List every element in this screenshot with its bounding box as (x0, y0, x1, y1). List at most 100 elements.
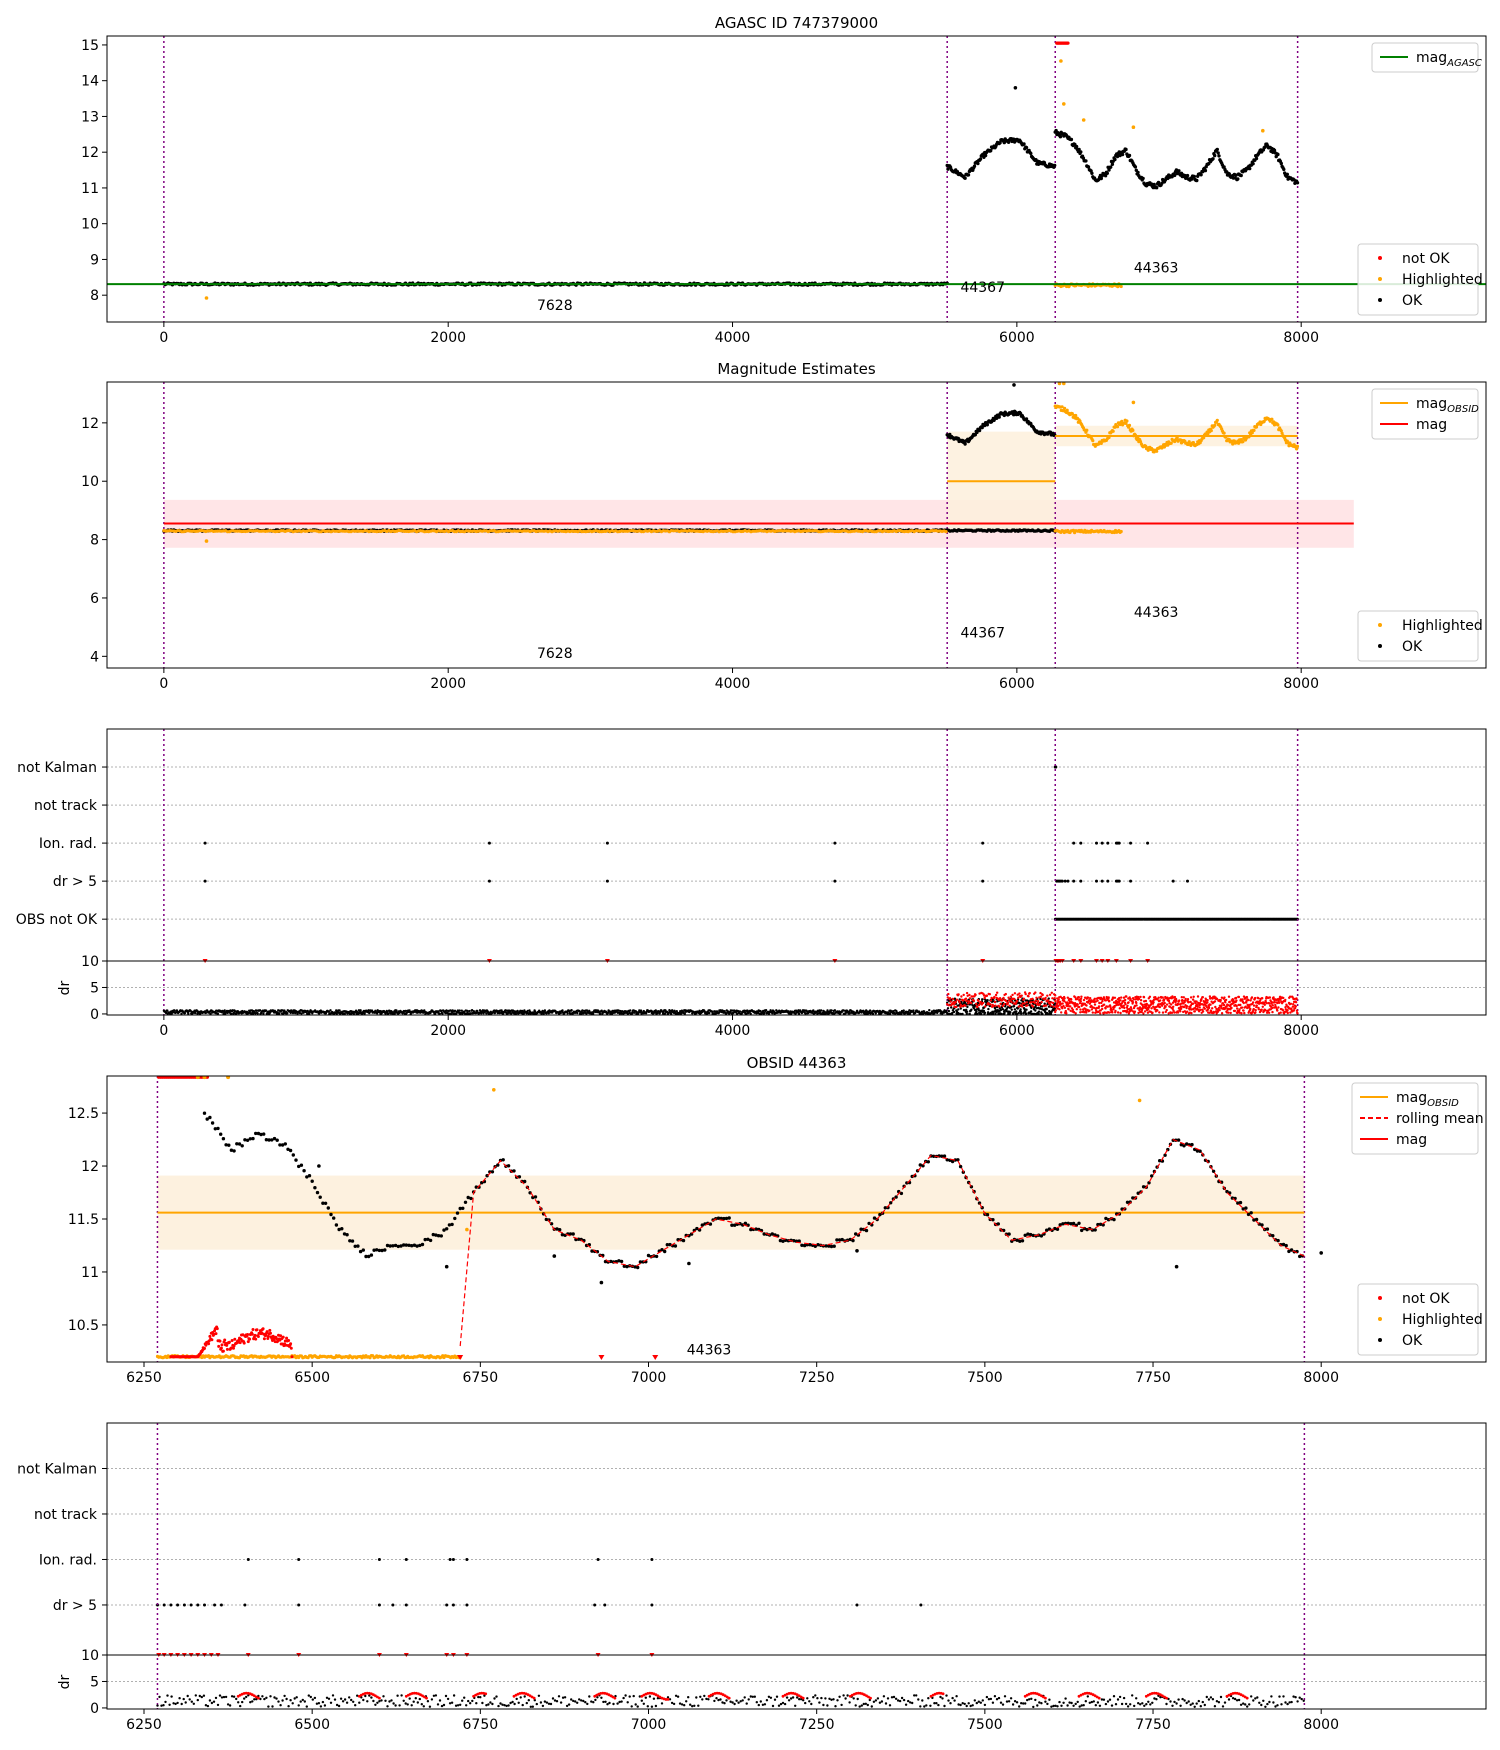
flags_all-dr-point (180, 1012, 183, 1015)
flags_all-dr-point (1024, 992, 1027, 996)
mag_estimates-highlighted-point (1280, 431, 1284, 435)
flags_all-dr-point (986, 999, 989, 1002)
flags_all-flag-point (1079, 841, 1083, 845)
flags_all-dr-point (1007, 996, 1010, 999)
flags_all-dr-point (970, 1008, 973, 1011)
flags_all-dr-point (980, 1012, 983, 1015)
flags_all-dr-point (1025, 1001, 1029, 1004)
flags_all-dr-point (1005, 999, 1008, 1003)
flags_all-dr-point (404, 1009, 407, 1013)
agasc-ok-point (1239, 173, 1243, 178)
flags_all-dr-point (738, 1010, 742, 1013)
flags_all-dr-point (262, 1012, 265, 1015)
flags_all-dr-point (1037, 1010, 1041, 1013)
flags_all-dr-point (656, 1012, 659, 1015)
flags_all-dr-point (1019, 1012, 1023, 1015)
agasc-x-tick-label: 4000 (715, 330, 751, 346)
flags_all-dr-point (1021, 1005, 1024, 1008)
agasc-ok-point (1103, 174, 1108, 178)
agasc-y-tick-label: 14 (81, 74, 99, 90)
agasc-ok-point (1084, 159, 1088, 163)
flags_all-dr-point (984, 1005, 987, 1008)
agasc-ok-point (1155, 186, 1159, 190)
flags_all-dr-point (967, 1002, 970, 1005)
flags_all-flag-point (605, 879, 609, 883)
agasc-ok-point (1013, 86, 1018, 90)
flags_all-dr-point (294, 1011, 297, 1015)
flags_all-dr-point (1033, 1001, 1037, 1005)
agasc-ok-point (1211, 157, 1215, 161)
flags_all-dr-point (874, 1012, 877, 1015)
agasc-ok-point (1199, 173, 1203, 177)
agasc-highlighted-point (204, 296, 209, 300)
flags_all-dr-point (380, 1012, 383, 1015)
agasc-ok-point (1124, 147, 1128, 152)
flags_all-dr-point (1037, 1000, 1040, 1003)
flags_all-flag-point (1129, 841, 1133, 845)
flags_all-dr-point (566, 1012, 569, 1015)
flags_all-dr-point (1039, 995, 1043, 998)
flags_all-dr-point (1017, 996, 1020, 999)
flags_all-dr-point (265, 1009, 268, 1012)
flags_all-dr-point (542, 1012, 545, 1015)
flags_all-dr-point (1063, 1000, 1066, 1003)
flags_all-dr-point (985, 994, 989, 997)
flags_all-dr-point (1058, 1008, 1061, 1011)
flags_all-dr-point (1024, 1012, 1028, 1015)
agasc-frame (106, 35, 1487, 323)
mag_estimates-y-tick-label: 10 (81, 474, 99, 490)
flags_all-dr-point (966, 1005, 969, 1009)
agasc-ok-point (1236, 177, 1240, 181)
flags_all-dr-point (1022, 997, 1026, 1000)
flags_all-dr-point (988, 993, 991, 996)
mag_estimates-x-tick-label: 0 (159, 676, 168, 692)
flags_all-dr-point (1017, 1005, 1020, 1008)
flags_all-dr-point (338, 1009, 341, 1012)
flags_all-dr-point (1047, 997, 1050, 1000)
agasc-y-tick-label: 8 (90, 288, 99, 304)
mag_estimates-highlighted-point (1191, 441, 1195, 445)
mag_estimates-ok-point (963, 442, 967, 446)
mag_estimates-highlighted-point (1065, 408, 1069, 412)
agasc-ok-point (955, 170, 960, 174)
flags_all-dr-point (975, 1002, 978, 1006)
mag_estimates-highlighted-point (1057, 382, 1062, 386)
flags_all-dr-point (963, 1001, 967, 1004)
flags_all-dr-point (460, 1009, 463, 1012)
flags_all-dr-point (1049, 1004, 1052, 1007)
mag_estimates-highlighted-point (1125, 419, 1129, 423)
flags_all-dr-point (485, 1012, 488, 1015)
flags_all-dr-point (1030, 1006, 1033, 1010)
agasc-ok-point (1215, 147, 1220, 152)
mag_estimates-x-tick-label: 8000 (1283, 676, 1319, 692)
agasc-legend-subscript: AGASC (1446, 58, 1482, 69)
flags_all-dr-point (1048, 993, 1052, 996)
agasc-highlighted-point (1081, 118, 1086, 122)
flags_all-dr-point (1013, 997, 1016, 1001)
flags_all-dr-point (987, 1007, 990, 1011)
flags_all-dr-point (1016, 993, 1019, 996)
flags_all-dr-point (965, 1012, 968, 1015)
flags_all-dr-point (990, 996, 993, 1000)
agasc-ok-point (1109, 165, 1113, 169)
flags_all-dr-point (1031, 997, 1034, 1000)
flags_all-flag-point (1100, 879, 1104, 883)
flags_all-dr-point (1054, 999, 1057, 1003)
flags_all-dr-point (229, 1012, 233, 1015)
agasc-title: AGASC ID 747379000 (715, 14, 878, 32)
mag_estimates-highlighted-point (1241, 440, 1245, 444)
flags_all-dr-point (979, 1000, 982, 1004)
mag_estimates-highlighted-point (1270, 417, 1274, 421)
flags_all-dr-point (1071, 1008, 1075, 1012)
flags_all-flag-point (1117, 841, 1121, 845)
flags_all-dr-point (1051, 997, 1054, 1000)
flags_all-dr-point (1036, 1001, 1039, 1005)
flags_all-dr-point (283, 1009, 286, 1012)
mag_estimates-ok-point (985, 423, 989, 427)
flags_all-dr-point (912, 1009, 915, 1012)
flags_all-flag-point (1106, 841, 1110, 845)
flags_all-dr-point (441, 1012, 444, 1015)
flags_all-dr-point (1055, 1004, 1058, 1008)
agasc-ok-point (1113, 157, 1117, 162)
mag_estimates-highlighted-point (1250, 431, 1254, 435)
